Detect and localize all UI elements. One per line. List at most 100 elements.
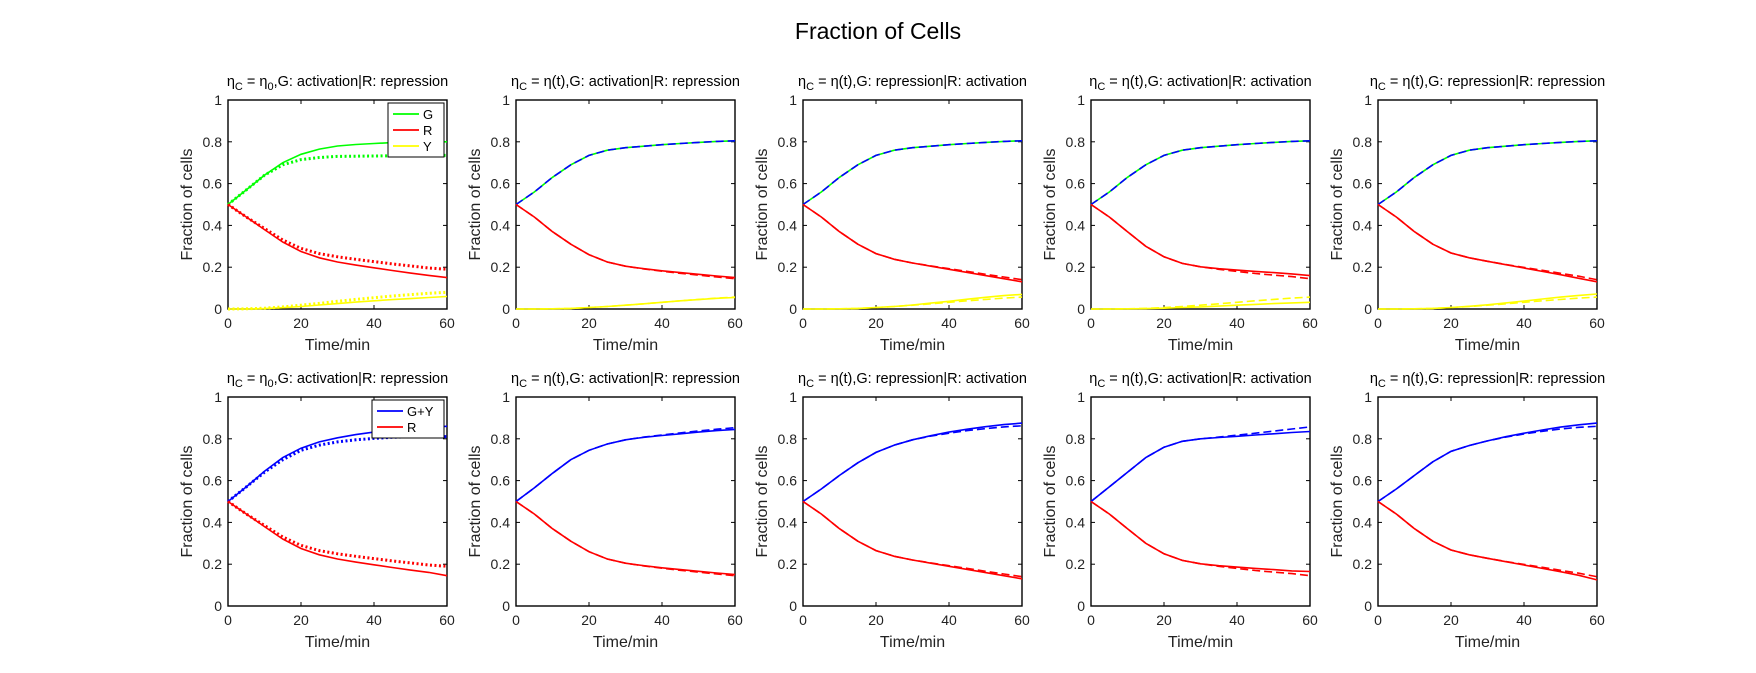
title-rest: ,G: repression|R: repression bbox=[1424, 74, 1605, 90]
y-tick-label: 0.6 bbox=[778, 473, 798, 489]
subplot-title: ηC = η(t),G: repression|R: activation bbox=[798, 74, 1027, 93]
y-tick-label: 0 bbox=[1077, 598, 1085, 614]
y-tick-label: 0.2 bbox=[491, 259, 511, 275]
title-sub: C bbox=[519, 81, 527, 93]
title-sub: C bbox=[519, 378, 527, 390]
x-tick-label: 40 bbox=[366, 612, 382, 628]
y-tick-label: 1 bbox=[502, 92, 510, 108]
plot-frame bbox=[1090, 99, 1311, 310]
subplot-title: ηC = η(t),G: activation|R: activation bbox=[1089, 74, 1312, 93]
series-line-gy-dashed bbox=[802, 425, 1023, 503]
title-sub: C bbox=[1378, 378, 1386, 390]
x-tick-label: 60 bbox=[1014, 315, 1030, 331]
series-line-g-dotted bbox=[227, 153, 447, 206]
legend-label: G+Y bbox=[407, 404, 434, 419]
series-line-gy-dashed bbox=[1377, 140, 1598, 206]
y-tick-label: 1 bbox=[1364, 92, 1372, 108]
plot-frame bbox=[515, 396, 736, 607]
plot-frame bbox=[802, 99, 1023, 310]
y-axis-label: Fraction of cells bbox=[179, 148, 196, 260]
y-tick-label: 0.4 bbox=[1353, 217, 1373, 233]
subplot-3: ηC = η(t),G: repression|R: activation 0 0.… bbox=[754, 74, 1030, 354]
series-line-gy-dashed bbox=[515, 426, 736, 503]
series-line-gy-solid bbox=[1090, 430, 1311, 503]
legend-label: Y bbox=[423, 139, 432, 154]
series-line-r-dashed bbox=[1377, 500, 1598, 578]
x-tick-label: 20 bbox=[868, 612, 884, 628]
x-tick-label: 20 bbox=[868, 315, 884, 331]
y-tick-label: 0.4 bbox=[491, 514, 511, 530]
x-axis-label: Time/min bbox=[880, 337, 945, 354]
series-line-y-dashed bbox=[1091, 296, 1311, 310]
y-tick-label: 0.6 bbox=[778, 176, 798, 192]
y-tick-label: 0.4 bbox=[491, 217, 511, 233]
x-tick-label: 0 bbox=[224, 315, 232, 331]
plot-frame bbox=[1090, 396, 1311, 607]
x-tick-label: 20 bbox=[581, 612, 597, 628]
y-tick-label: 1 bbox=[1077, 92, 1085, 108]
title-sub: C bbox=[1097, 81, 1105, 93]
y-tick-label: 0.6 bbox=[1066, 473, 1086, 489]
series-line-r-dashed bbox=[802, 203, 1023, 281]
y-tick-label: 0 bbox=[1364, 598, 1372, 614]
title-eta: η bbox=[798, 371, 806, 387]
title-eta: η bbox=[1370, 74, 1378, 90]
y-axis-label: Fraction of cells bbox=[467, 445, 484, 557]
y-tick-label: 0.6 bbox=[203, 176, 223, 192]
title-sub: C bbox=[1097, 378, 1105, 390]
y-tick-label: 0.4 bbox=[203, 217, 223, 233]
series-line-gy-dashed bbox=[1090, 140, 1311, 206]
x-tick-label: 40 bbox=[1516, 612, 1532, 628]
y-tick-label: 0.8 bbox=[1066, 431, 1086, 447]
x-tick-label: 20 bbox=[1443, 315, 1459, 331]
x-axis-label: Time/min bbox=[880, 634, 945, 651]
x-tick-label: 20 bbox=[293, 315, 309, 331]
x-axis-label: Time/min bbox=[305, 634, 370, 651]
subplot-title: ηC = η(t),G: repression|R: activation bbox=[798, 371, 1027, 390]
subplot-8: ηC = η(t),G: repression|R: activation 0 0.… bbox=[754, 371, 1030, 651]
series-line-r-dashed bbox=[1377, 203, 1598, 281]
series-line-r-dotted bbox=[227, 203, 448, 271]
x-axis-label: Time/min bbox=[593, 337, 658, 354]
x-tick-label: 40 bbox=[654, 612, 670, 628]
x-tick-label: 20 bbox=[1156, 315, 1172, 331]
subplot-title: ηC = η(t),G: activation|R: repression bbox=[511, 74, 740, 93]
x-tick-label: 20 bbox=[1443, 612, 1459, 628]
legend: GRY bbox=[387, 102, 445, 158]
subplot-title: ηC = η0,G: activation|R: repression bbox=[227, 74, 448, 93]
y-tick-label: 0.4 bbox=[778, 217, 798, 233]
series-line-gy-dashed bbox=[1377, 425, 1598, 503]
title-rest: ,G: activation|R: repression bbox=[274, 371, 449, 387]
title-sub: C bbox=[235, 378, 243, 390]
title-eta: η bbox=[227, 74, 235, 90]
y-tick-label: 0.8 bbox=[1353, 134, 1373, 150]
title-mid: = η(t) bbox=[1386, 74, 1424, 90]
series-line-r-dashed bbox=[1090, 203, 1311, 280]
title-mid: = η(t) bbox=[1105, 371, 1143, 387]
series-line-r-dashed bbox=[802, 500, 1023, 578]
y-tick-label: 0.6 bbox=[203, 473, 223, 489]
legend-label: R bbox=[407, 420, 416, 435]
y-tick-label: 0.2 bbox=[778, 259, 798, 275]
x-tick-label: 40 bbox=[941, 315, 957, 331]
x-tick-label: 60 bbox=[1014, 612, 1030, 628]
subplot-2: ηC = η(t),G: activation|R: repression 0 0.… bbox=[467, 74, 743, 354]
x-tick-label: 0 bbox=[512, 612, 520, 628]
y-tick-label: 0 bbox=[502, 598, 510, 614]
title-sub: C bbox=[235, 81, 243, 93]
y-tick-label: 0.8 bbox=[203, 431, 223, 447]
subplot-4: ηC = η(t),G: activation|R: activation 0 0.… bbox=[1042, 74, 1318, 354]
y-tick-label: 1 bbox=[789, 92, 797, 108]
title-sub2: 0 bbox=[267, 81, 273, 93]
subplot-title: ηC = η0,G: activation|R: repression bbox=[227, 371, 448, 390]
y-tick-label: 1 bbox=[214, 389, 222, 405]
series-line-y-dotted bbox=[227, 290, 448, 311]
title-sub: C bbox=[1378, 81, 1386, 93]
title-eta: η bbox=[511, 371, 519, 387]
x-tick-label: 0 bbox=[224, 612, 232, 628]
subplot-title: ηC = η(t),G: activation|R: repression bbox=[511, 371, 740, 390]
title-mid: = η(t) bbox=[527, 74, 565, 90]
y-tick-label: 0.8 bbox=[778, 431, 798, 447]
title-eta: η bbox=[1370, 371, 1378, 387]
x-axis-label: Time/min bbox=[593, 634, 658, 651]
